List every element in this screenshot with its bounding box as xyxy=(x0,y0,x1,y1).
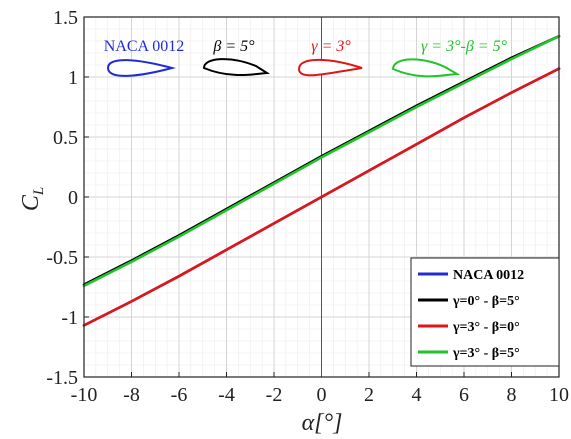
x-tick-label: -10 xyxy=(71,384,98,406)
airfoil-annotations: NACA 0012 β = 5° γ = 3° γ = 3°-β = 5° xyxy=(104,38,508,78)
y-tick-label: 1 xyxy=(68,67,78,89)
airfoil-cambered-icon xyxy=(297,58,363,77)
x-tick-label: -8 xyxy=(123,384,140,406)
y-tick-label: -1.5 xyxy=(46,367,78,389)
airfoil-label-4: γ = 3°-β = 5° xyxy=(421,38,508,55)
series-line-3 xyxy=(82,67,561,327)
legend-entry-3: γ=3° - β=0° xyxy=(452,320,520,335)
y-tick-label: 0 xyxy=(68,187,78,209)
x-tick-label: -2 xyxy=(266,384,283,406)
y-ticks: 1.5 1 0.5 0 -0.5 -1 -1.5 xyxy=(46,7,89,389)
y-axis-label: CL xyxy=(18,187,47,211)
legend: NACA 0012 γ=0° - β=5° γ=3° - β=0° γ=3° - β=… xyxy=(410,257,560,367)
airfoil-symmetric-icon xyxy=(106,59,176,77)
y-tick-label: 0.5 xyxy=(53,127,78,149)
x-ticks: -10 -8 -6 -4 -2 0 2 4 6 8 10 xyxy=(71,372,569,406)
y-tick-label: -0.5 xyxy=(46,247,78,269)
x-tick-label: 6 xyxy=(459,384,469,406)
x-tick-label: 10 xyxy=(549,384,569,406)
x-tick-label: -4 xyxy=(218,384,235,406)
x-tick-label: 4 xyxy=(412,384,422,406)
legend-entry-2: γ=0° - β=5° xyxy=(452,294,520,309)
series-line-4 xyxy=(82,34,561,288)
airfoil-label-2: β = 5° xyxy=(212,38,255,55)
legend-entry-4: γ=3° - β=5° xyxy=(452,346,520,361)
x-tick-label: 2 xyxy=(364,384,374,406)
x-tick-label: 0 xyxy=(317,384,327,406)
legend-box xyxy=(410,257,560,367)
airfoil-cambered-flapped-icon xyxy=(391,58,461,78)
y-tick-label: -1 xyxy=(61,307,78,329)
airfoil-label-1: NACA 0012 xyxy=(104,38,184,55)
airfoil-label-3: γ = 3° xyxy=(311,38,351,55)
x-tick-label: 8 xyxy=(507,384,517,406)
airfoil-flapped-icon xyxy=(202,58,271,76)
plot-frame xyxy=(83,16,560,378)
x-axis-label: α[°] xyxy=(302,410,343,436)
x-tick-label: -6 xyxy=(171,384,188,406)
y-tick-label: 1.5 xyxy=(53,7,78,29)
legend-entry-1: NACA 0012 xyxy=(453,268,524,283)
series-lines xyxy=(82,34,561,327)
